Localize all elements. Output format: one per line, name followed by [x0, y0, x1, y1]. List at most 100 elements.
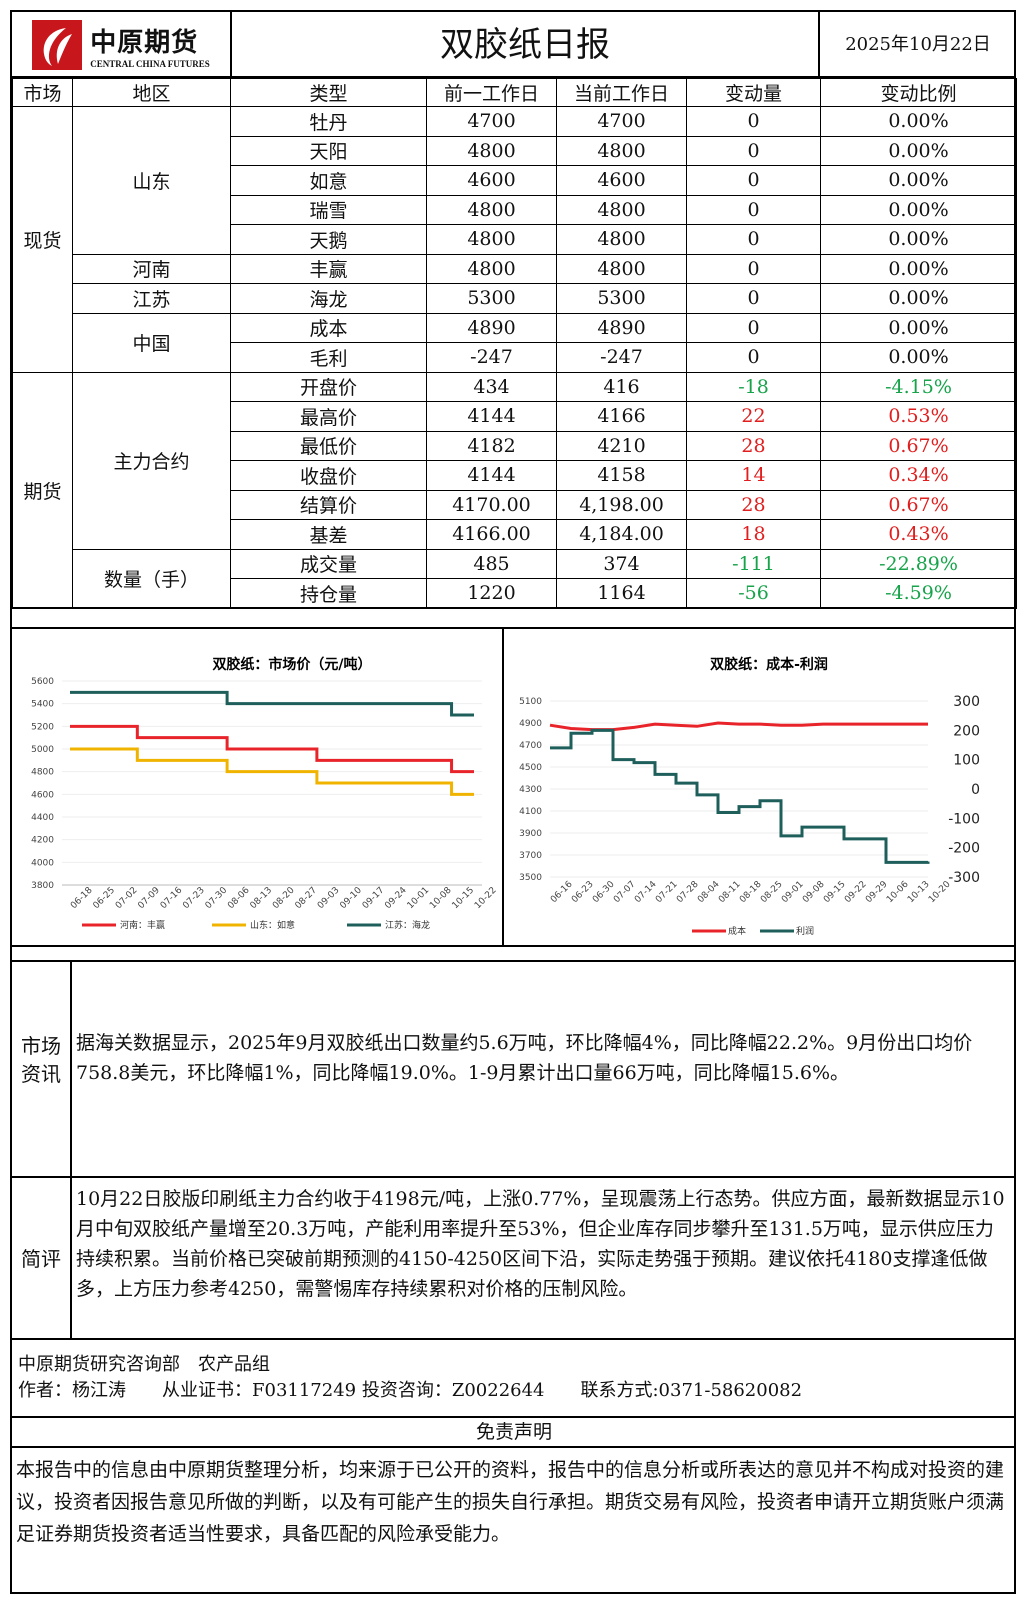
author-block: 中原期货研究咨询部 农产品组 作者：杨江涛 从业证书：F03117249 投资咨…	[12, 1340, 1016, 1418]
comment-section: 简评 10月22日胶版印刷纸主力合约收于4198元/吨，上涨0.77%，呈现震荡…	[12, 1178, 1016, 1340]
cur-value-cell: 4,184.00	[556, 519, 687, 550]
change-pct-cell: 0.67%	[820, 430, 1017, 461]
market-cell: 现货	[12, 106, 73, 373]
legend-label: 山东：如意	[250, 919, 295, 931]
change-pct-cell: -4.59%	[820, 578, 1017, 609]
prev-value-cell: 4700	[426, 106, 557, 137]
x-tick-label: 09-29	[864, 879, 890, 905]
prev-value-cell: -247	[426, 342, 557, 373]
x-tick-label: 08-20	[271, 885, 297, 911]
x-tick-label: 09-24	[383, 885, 409, 911]
type-cell: 持仓量	[230, 578, 427, 609]
chart-divider	[502, 629, 504, 947]
y-tick-label-right: -300	[948, 870, 980, 886]
type-cell: 海龙	[230, 283, 427, 314]
type-cell: 天阳	[230, 135, 427, 166]
change-pct-cell: -22.89%	[820, 548, 1017, 579]
y-tick-label-right: -200	[948, 841, 980, 857]
table-row: 江苏 海龙 5300 5300 0 0.00%	[13, 283, 1017, 314]
column-header: 类型	[230, 78, 427, 107]
cur-value-cell: 4800	[556, 194, 687, 225]
prev-value-cell: 4170.00	[426, 489, 557, 520]
x-tick-label: 09-10	[338, 885, 364, 911]
x-tick-label: 10-20	[927, 879, 953, 905]
change-cell: -18	[686, 371, 821, 402]
change-cell: 0	[686, 106, 821, 137]
y-tick-label: 5400	[31, 700, 54, 710]
comment-text: 10月22日胶版印刷纸主力合约收于4198元/吨，上涨0.77%，呈现震荡上行态…	[76, 1188, 1005, 1300]
prev-value-cell: 4800	[426, 194, 557, 225]
disclaimer-title: 免责声明	[12, 1418, 1016, 1448]
type-cell: 牡丹	[230, 106, 427, 137]
logo-mark-icon	[32, 20, 83, 70]
y-tick-label-left: 4300	[519, 785, 542, 795]
cur-value-cell: 4166	[556, 401, 687, 432]
y-tick-label-right: 100	[953, 753, 980, 769]
x-tick-label: 06-25	[91, 886, 117, 912]
y-tick-label-right: 300	[953, 694, 980, 710]
legend-label: 河南：丰赢	[120, 919, 165, 931]
change-pct-cell: 0.00%	[820, 135, 1017, 166]
y-tick-label: 5000	[31, 745, 54, 755]
cur-value-cell: 4210	[556, 430, 687, 461]
change-cell: 0	[686, 283, 821, 314]
x-tick-label: 06-16	[549, 879, 575, 905]
x-tick-label: 07-16	[159, 885, 185, 911]
change-cell: 28	[686, 430, 821, 461]
x-tick-label: 07-30	[204, 885, 230, 911]
x-tick-label: 07-02	[114, 886, 140, 912]
prev-value-cell: 485	[426, 548, 557, 579]
cur-value-cell: 416	[556, 371, 687, 402]
x-tick-label: 10-01	[406, 886, 432, 912]
y-tick-label: 5600	[31, 677, 54, 687]
table-row: 基差 4166.00 4,184.00 18 0.43%	[13, 519, 1017, 550]
x-tick-label: 08-04	[696, 879, 722, 905]
column-header: 地区	[72, 78, 231, 107]
report-date: 2025年10月22日	[818, 12, 1016, 78]
region-cell: 数量（手）	[72, 548, 231, 609]
type-cell: 如意	[230, 165, 427, 196]
change-cell: 0	[686, 312, 821, 343]
x-tick-label: 07-07	[612, 880, 638, 906]
report-title: 双胶纸日报	[440, 25, 610, 65]
change-cell: -111	[686, 548, 821, 579]
x-tick-label: 10-13	[906, 880, 932, 906]
column-header: 市场	[12, 78, 73, 107]
prev-value-cell: 4890	[426, 312, 557, 343]
x-tick-label: 09-22	[843, 880, 869, 906]
change-pct-cell: 0.00%	[820, 165, 1017, 196]
cur-value-cell: 4600	[556, 165, 687, 196]
prev-value-cell: 4800	[426, 135, 557, 166]
table-row: 现货 山东 牡丹 4700 4700 0 0.00%	[12, 106, 1017, 373]
market-info-text: 据海关数据显示，2025年9月双胶纸出口数量约5.6万吨，环比降幅4%，同比降幅…	[76, 1032, 973, 1084]
chart-title: 双胶纸：成本-利润	[710, 656, 828, 673]
company-logo: 中原期货 CENTRAL CHINA FUTURES	[12, 12, 232, 78]
prev-value-cell: 5300	[426, 283, 557, 314]
disclaimer-text: 本报告中的信息由中原期货整理分析，均来源于已公开的资料，报告中的信息分析或所表达…	[16, 1459, 1005, 1545]
report-page: 中原期货 CENTRAL CHINA FUTURES 双胶纸日报 2025年10…	[10, 10, 1017, 1594]
change-cell: 0	[686, 253, 821, 284]
change-cell: 22	[686, 401, 821, 432]
change-pct-cell: 0.34%	[820, 460, 1017, 491]
change-pct-cell: 0.00%	[820, 194, 1017, 225]
column-header: 变动比例	[820, 78, 1017, 107]
type-cell: 成交量	[230, 548, 427, 579]
prev-value-cell: 4800	[426, 224, 557, 255]
x-tick-label: 10-08	[428, 885, 454, 911]
prev-value-cell: 4144	[426, 460, 557, 491]
cur-value-cell: 4158	[556, 460, 687, 491]
price-table: 市场 地区 类型 前一工作日 当前工作日 变动量 变动比例 现货 山东 牡丹 4700 4700 0 0.…	[12, 78, 1017, 609]
market-price-chart: 双胶纸：市场价（元/吨） 3800 4000 4200 4400 4600 4800 5000…	[31, 656, 499, 931]
change-cell: 0	[686, 342, 821, 373]
table-header-row: 市场 地区 类型 前一工作日 当前工作日 变动量 变动比例	[12, 78, 1017, 107]
x-tick-label: 08-11	[717, 880, 743, 906]
type-cell: 收盘价	[230, 460, 427, 491]
region-cell: 河南	[72, 253, 231, 284]
table-row: 毛利 -247 -247 0 0.00%	[13, 342, 1017, 373]
legend-label: 成本	[728, 925, 746, 937]
y-tick-label: 5200	[31, 722, 54, 732]
y-tick-label: 4800	[31, 768, 54, 778]
type-cell: 天鹅	[230, 224, 427, 255]
cur-value-cell: 4800	[556, 135, 687, 166]
cur-value-cell: 5300	[556, 283, 687, 314]
